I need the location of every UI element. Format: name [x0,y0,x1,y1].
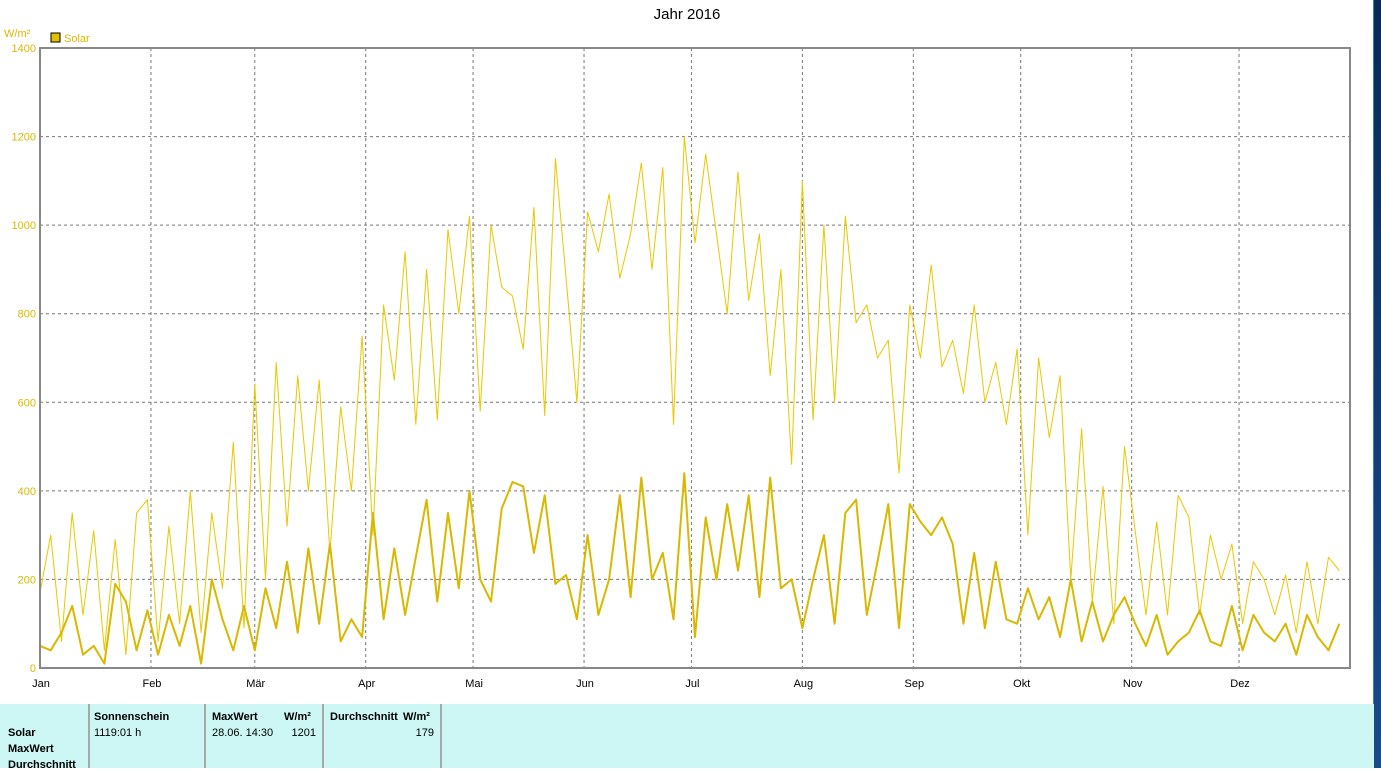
x-tick-label: Dez [1230,678,1250,690]
y-tick-label: 600 [18,397,36,409]
x-tick-label: Sep [905,678,925,690]
grid [40,48,1350,668]
x-tick-label: Nov [1123,678,1143,690]
solar-chart: 0 200 400 600 800 1000 1200 1400 Jan Feb Mär Apr Mai… [4,28,1351,690]
legend-label[interactable]: Solar [64,33,90,45]
y-tick-label: 1400 [12,43,36,55]
col-unit: W/m² [284,711,311,723]
x-tick-label: Aug [794,678,814,690]
col-unit: W/m² [403,711,430,723]
col-header: Sonnenschein [94,711,170,723]
row-label: Solar [8,727,36,739]
y-tick-label: 0 [30,663,36,675]
y-tick-label: 200 [18,574,36,586]
row-label: Durchschnitt [8,759,76,771]
legend-swatch [50,32,61,43]
y-axis-label: W/m² [4,28,31,40]
x-tick-label: Jan [32,678,50,690]
sonnenschein-col: Sonnenschein 1119:01 h [90,704,206,768]
x-tick-label: Okt [1013,678,1030,690]
maxwert-date: 28.06. 14:30 [212,727,274,739]
series-line-max [39,136,1340,656]
durchschnitt-col: Durchschnitt W/m² 179 [324,704,442,768]
plot-frame [39,47,1351,669]
col-header: Durchschnitt [330,711,398,723]
maxwert-value: 1201 [291,727,316,739]
durchschnitt-value: 179 [415,727,434,739]
y-tick-label: 1200 [12,132,36,144]
y-tick-label: 400 [18,486,36,498]
y-tick-label: 1000 [12,220,36,232]
series-lines [39,136,1341,665]
series-line-mean [39,472,1341,665]
x-tick-label: Mär [246,678,265,690]
y-tick-label: 800 [18,309,36,321]
x-tick-label: Apr [358,678,375,690]
chart-title: Jahr 2016 [653,6,721,23]
window-edge [1373,0,1381,768]
row-label: MaxWert [8,743,54,755]
axis-ticks: 0 200 400 600 800 1000 1200 1400 Jan Feb Mär Apr Mai… [12,43,1250,690]
x-tick-label: Jul [685,678,699,690]
x-tick-label: Mai [465,678,483,690]
sonnenschein-value: 1119:01 h [94,727,142,739]
x-tick-label: Feb [142,678,161,690]
col-header: MaxWert [212,711,258,723]
maxwert-col: MaxWert W/m² 28.06. 14:30 1201 [206,704,324,768]
row-labels-col: Solar MaxWert Durchschnitt [0,704,90,771]
summary-panel: Solar MaxWert Durchschnitt Sonnenschein … [0,704,1374,771]
x-tick-label: Jun [576,678,594,690]
